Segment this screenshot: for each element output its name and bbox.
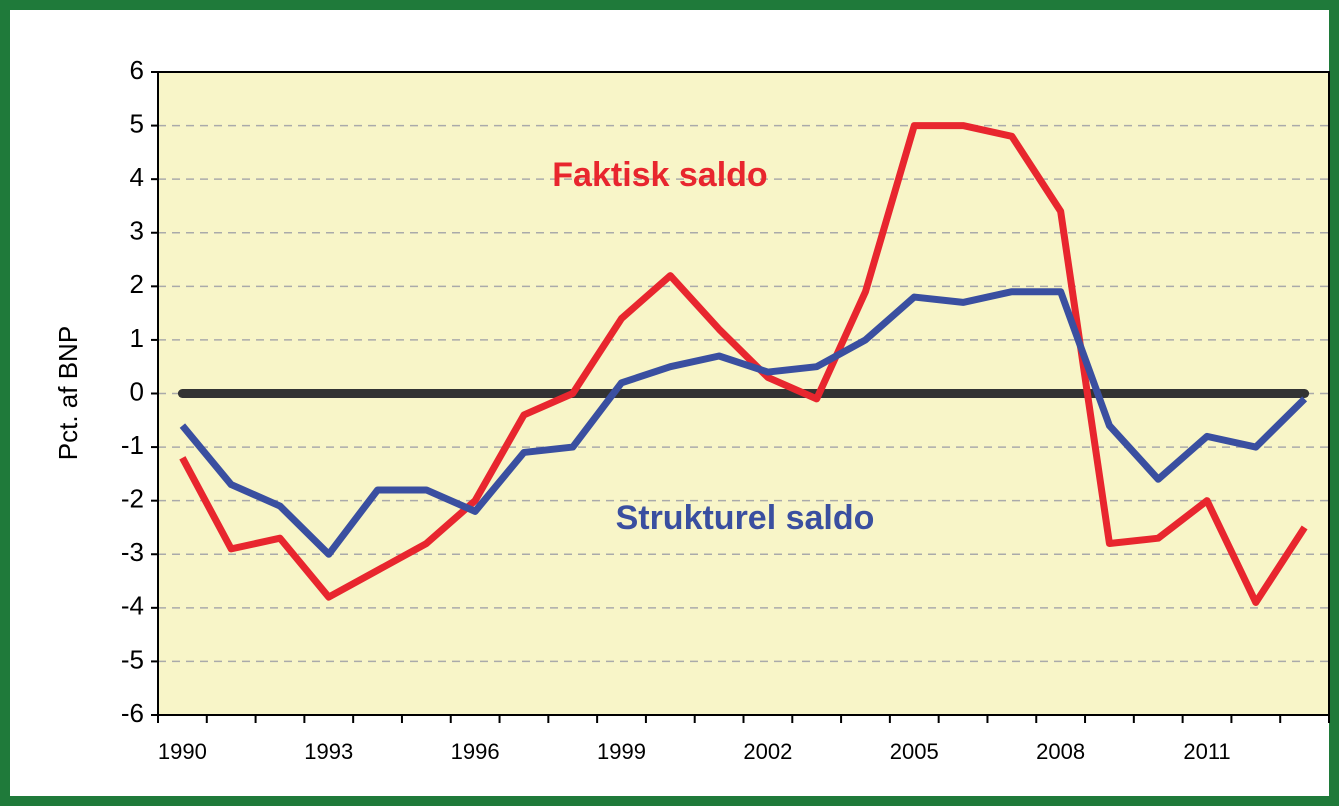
plot-border (157, 71, 1330, 716)
x-tick-label: 2005 (890, 739, 939, 764)
y-tick-label: 4 (130, 162, 144, 192)
y-tick-label: 0 (130, 376, 144, 406)
annotation: Strukturel saldo (616, 499, 875, 537)
y-tick-label: 1 (130, 323, 144, 353)
x-tick-label: 2011 (1183, 739, 1230, 764)
y-tick-label: -6 (121, 698, 144, 728)
x-tick-label: 1993 (304, 739, 353, 764)
y-tick-label: -5 (121, 644, 144, 674)
y-tick-label: -3 (121, 537, 144, 567)
y-tick-label: -4 (121, 591, 144, 621)
x-tick-label: 2002 (743, 739, 792, 764)
y-tick-label: -2 (121, 484, 144, 514)
y-tick-label: -1 (121, 430, 144, 460)
y-tick-label: 5 (130, 108, 144, 138)
series-line (179, 122, 1308, 606)
y-axis-label: Pct. af BNP (53, 326, 83, 460)
x-tick-label: 2008 (1036, 739, 1085, 764)
y-tick-label: 6 (130, 55, 144, 85)
x-tick-label: 1996 (451, 739, 500, 764)
y-tick-label: 3 (130, 216, 144, 246)
y-tick-label: 2 (130, 269, 144, 299)
x-tick-label: 1999 (597, 739, 646, 764)
series-line (179, 288, 1308, 558)
x-tick-label: 1990 (158, 739, 207, 764)
annotation: Faktisk saldo (552, 156, 767, 194)
